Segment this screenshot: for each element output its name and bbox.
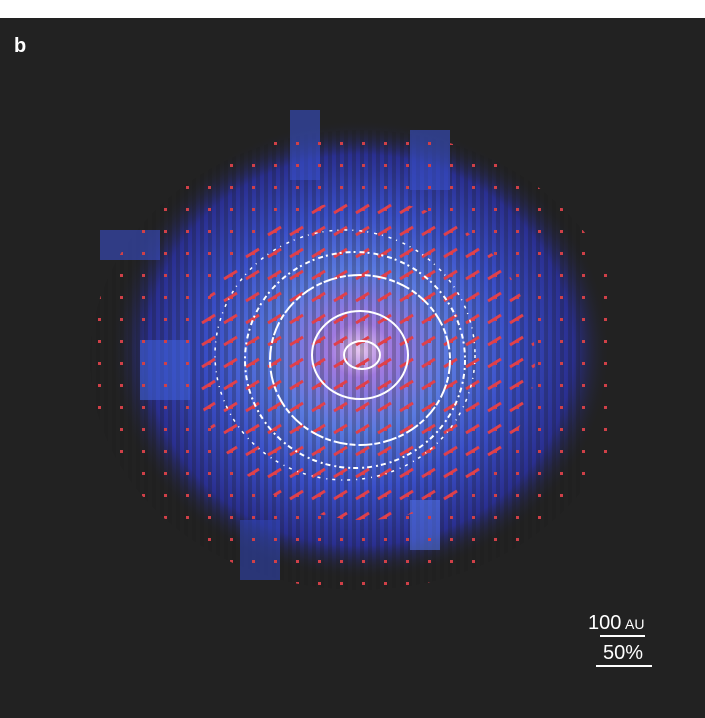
panel-label: b xyxy=(14,35,26,57)
polarization-vectors xyxy=(90,130,620,590)
scale-bars: 100 AU 50% xyxy=(588,612,652,667)
distance-number: 100 xyxy=(588,612,621,634)
distance-unit: AU xyxy=(625,616,644,632)
contours xyxy=(214,229,476,481)
polarization-label: 50% xyxy=(603,642,643,664)
